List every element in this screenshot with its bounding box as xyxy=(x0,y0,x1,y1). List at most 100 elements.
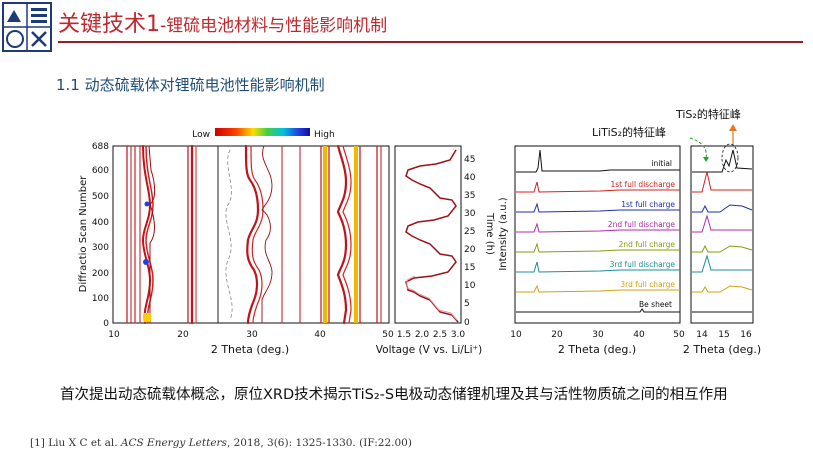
xrd-curve-1st-discharge xyxy=(516,181,680,193)
tick-label: 25 xyxy=(464,227,475,237)
contour-hotspot xyxy=(144,201,150,207)
contour-line xyxy=(342,145,352,324)
xrd-curve-2nd-charge xyxy=(516,242,680,253)
tick-label: 45 xyxy=(464,155,475,165)
tick-label: 50 xyxy=(382,330,394,340)
panel-a-contours xyxy=(126,144,382,325)
zoom-curve-1st-discharge xyxy=(692,171,752,193)
voltage-curve-shadow xyxy=(406,275,458,321)
zoom-curve-2nd-discharge xyxy=(692,214,752,233)
panel-b-xticks: 1.5 2.0 2.5 3.0 xyxy=(397,330,466,340)
tick-label: 10 xyxy=(108,330,120,340)
contour-line xyxy=(261,145,273,324)
zoom-curve-3rd-charge xyxy=(692,285,753,293)
annotation-tis2-arrowhead xyxy=(729,124,737,131)
section-heading: 1.1 动态硫载体对锂硫电池性能影响机制 xyxy=(56,76,325,94)
contour-line xyxy=(141,145,152,324)
tick-label: 30 xyxy=(246,330,258,340)
reference: [1] Liu X C et al. ACS Energy Letters, 2… xyxy=(30,437,412,449)
title-sub: -锂硫电池材料与性能影响机制 xyxy=(160,16,388,36)
zoom-curve-1st-charge xyxy=(692,204,753,213)
contour-band xyxy=(354,146,358,323)
panel-d-curves xyxy=(692,149,753,313)
reference-prefix: [1] Liu X C et al. xyxy=(30,437,121,449)
curve-label: 3rd full discharge xyxy=(610,260,676,269)
panel-d-frame xyxy=(690,145,754,324)
contour-line xyxy=(145,145,154,324)
contour-line xyxy=(148,145,156,324)
tick-label: 16 xyxy=(740,330,752,340)
tick-label: 3.0 xyxy=(451,330,466,340)
xrd-curve-3rd-charge xyxy=(516,284,680,293)
tick-label: 0 xyxy=(464,318,470,328)
reference-journal: ACS Energy Letters xyxy=(120,437,227,449)
annotations: LiTiS₂的特征峰 TiS₂的特征峰 xyxy=(592,107,741,173)
tick-label: 300 xyxy=(92,243,109,253)
panel-d: 14 15 16 2 Theta (deg.) xyxy=(683,145,761,356)
zoom-curve-initial xyxy=(692,149,753,173)
panel-c-ylabel: Intensity (a.u.) xyxy=(498,197,509,270)
tick-label: 20 xyxy=(177,330,189,340)
panel-a-ylabel: Diffractio Scan Number xyxy=(78,175,89,293)
curve-label: 3rd full charge xyxy=(620,280,675,289)
contour-line xyxy=(244,144,260,325)
tick-label: 10 xyxy=(464,281,476,291)
panel-c-xticks: 10 20 30 40 50 xyxy=(510,330,685,340)
tick-label: 2.0 xyxy=(415,330,430,340)
curve-label: 2nd full discharge xyxy=(608,220,676,229)
annotation-litis2-arrowhead xyxy=(703,157,709,162)
tick-label: 15 xyxy=(718,330,729,340)
curve-label: 2nd full charge xyxy=(619,240,676,249)
title-main: 关键技术1 xyxy=(58,12,160,37)
tick-label: 0 xyxy=(103,319,109,329)
tick-label: 200 xyxy=(92,269,109,279)
tick-label: 40 xyxy=(314,330,326,340)
annotation-tis2-circle xyxy=(721,143,739,173)
panel-b-yticks: 45 40 35 30 25 20 15 10 5 0 xyxy=(464,155,476,328)
curve-label: 1st full charge xyxy=(621,200,675,209)
panel-b: 45 40 35 30 25 20 15 10 5 0 1.5 2.0 2.5 … xyxy=(376,145,495,356)
panel-c-frame xyxy=(514,145,681,324)
colorbar xyxy=(215,128,310,136)
reference-rest: , 2018, 3(6): 1325-1330. (IF:22.00) xyxy=(226,437,412,449)
tick-label: 500 xyxy=(92,192,109,202)
panel-a-xlabel: 2 Theta (deg.) xyxy=(211,343,289,356)
xrd-curve-initial xyxy=(516,149,680,173)
xrd-curve-3rd-discharge xyxy=(516,261,680,273)
tick-label: 5 xyxy=(464,299,470,309)
slide-title: 关键技术1-锂硫电池材料与性能影响机制 xyxy=(58,6,387,38)
contour-hotspot xyxy=(144,313,151,322)
panel-c-xlabel: 2 Theta (deg.) xyxy=(558,343,636,356)
zoom-curve-2nd-charge xyxy=(692,244,753,253)
tick-label: 30 xyxy=(592,330,604,340)
contour-line xyxy=(336,144,348,325)
tick-label: 1.5 xyxy=(397,330,411,340)
tick-label: 40 xyxy=(633,330,645,340)
xrd-curve-2nd-discharge xyxy=(516,222,680,233)
colorbar-high-label: High xyxy=(314,130,335,140)
annotation-litis2: LiTiS₂的特征峰 xyxy=(592,125,666,139)
tick-label: 100 xyxy=(92,294,109,304)
contour-line xyxy=(250,145,264,324)
panel-c-curves xyxy=(516,149,680,313)
tick-label: 40 xyxy=(464,173,476,183)
panel-c: initial 1st full discharge 1st full char… xyxy=(498,145,685,356)
zoom-curve-3rd-discharge xyxy=(692,254,752,273)
panel-b-xlabel: Voltage (V vs. Li/Li⁺) xyxy=(376,344,482,356)
panel-a-xticks: 10 20 30 40 50 xyxy=(108,330,394,340)
tick-label: 20 xyxy=(464,245,476,255)
summary-text: 首次提出动态硫载体概念，原位XRD技术揭示TiS₂-S电极动态储锂机理及其与活性… xyxy=(60,387,728,403)
panel-b-frame xyxy=(394,145,462,324)
tick-label: 15 xyxy=(464,263,475,273)
contour-hotspot xyxy=(143,259,149,265)
tick-label: 50 xyxy=(673,330,685,340)
curve-label: initial xyxy=(651,159,672,168)
university-logo xyxy=(2,2,52,52)
voltage-curve xyxy=(405,149,459,323)
curve-label: 1st full discharge xyxy=(610,180,675,189)
tick-label: 10 xyxy=(510,330,522,340)
annotation-tis2: TiS₂的特征峰 xyxy=(675,107,741,121)
panel-c-curve-labels: initial 1st full discharge 1st full char… xyxy=(608,159,676,309)
